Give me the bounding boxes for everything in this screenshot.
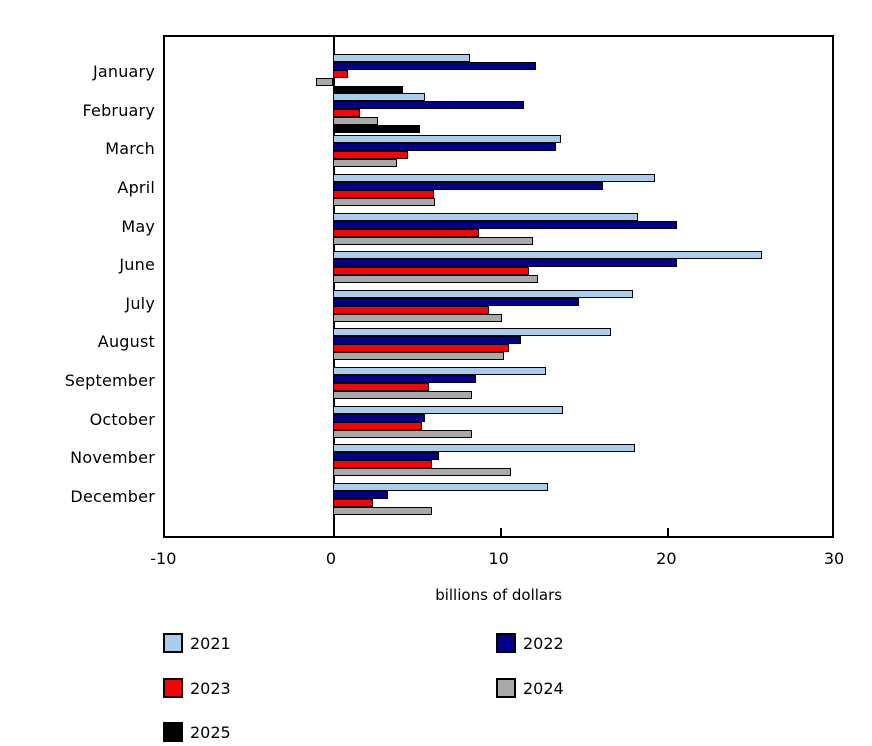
bar-2022-august [333, 336, 521, 345]
bar-2024-october [333, 429, 473, 438]
legend-label-2023: 2023 [190, 678, 231, 698]
legend-item-2023: 2023 [163, 677, 283, 698]
bar-2023-february [333, 108, 360, 117]
month-label-february: February [82, 100, 155, 120]
x-tick-label-20: 20 [656, 549, 677, 568]
plot-area [163, 35, 834, 538]
bar-2023-april [333, 189, 434, 198]
bar-2021-october [333, 405, 563, 414]
bar-2024-september [333, 391, 473, 400]
bar-2024-may [333, 236, 533, 245]
bar-2021-december [333, 483, 548, 492]
legend-swatch-2023 [163, 677, 183, 698]
legend-swatch-2022 [496, 633, 516, 653]
bar-2023-november [333, 460, 432, 469]
bar-2021-april [333, 173, 655, 182]
month-label-april: April [117, 177, 155, 197]
x-tick-label-30: 30 [823, 549, 845, 568]
bar-2022-december [333, 491, 389, 500]
bar-2021-august [333, 328, 612, 337]
bar-2022-may [333, 220, 677, 229]
bar-2022-march [333, 143, 556, 152]
bar-2024-august [333, 352, 505, 361]
bar-2024-november [333, 468, 511, 477]
bar-2021-january [333, 54, 471, 62]
bar-2024-july [333, 313, 503, 322]
month-label-may: May [121, 216, 155, 236]
bar-2022-april [333, 181, 603, 190]
legend-item-2025: 2025 [163, 722, 283, 742]
bar-2021-may [333, 212, 639, 221]
x-tick-label-0: 0 [325, 549, 337, 568]
legend-item-2024: 2024 [496, 677, 616, 698]
bar-2022-june [333, 259, 677, 268]
bar-2024-february [333, 116, 379, 125]
month-label-january: January [92, 62, 155, 81]
bar-2023-october [333, 421, 422, 430]
bar-2022-november [333, 452, 439, 461]
legend-label-2024: 2024 [523, 678, 564, 698]
bar-2022-october [333, 413, 426, 422]
bar-2021-july [333, 289, 634, 298]
bar-2023-july [333, 305, 489, 314]
legend-swatch-2024 [496, 677, 516, 698]
bar-2021-february [333, 92, 426, 101]
bar-2023-january [333, 70, 349, 78]
bar-2024-december [333, 507, 432, 516]
bar-2025-february [333, 124, 421, 133]
legend-label-2022: 2022 [523, 634, 564, 653]
legend-label-2021: 2021 [190, 634, 231, 653]
bar-2024-june [333, 275, 538, 284]
bar-2023-march [333, 151, 409, 160]
x-axis-title: billions of dollars [435, 586, 563, 604]
month-label-october: October [89, 409, 155, 429]
legend-item-2021: 2021 [163, 633, 283, 653]
bar-2023-august [333, 344, 510, 353]
legend-swatch-2021 [163, 633, 183, 653]
bar-2024-january [316, 78, 333, 86]
bar-2022-july [333, 297, 580, 306]
x-tick-20 [667, 528, 670, 536]
bar-2022-january [333, 62, 536, 70]
bar-2023-december [333, 499, 374, 508]
bar-2022-february [333, 100, 525, 109]
month-label-june: June [119, 255, 155, 275]
legend-swatch-2025 [163, 722, 183, 742]
month-label-september: September [64, 371, 155, 391]
month-label-july: July [125, 293, 155, 313]
bar-2021-march [333, 135, 562, 144]
legend-label-2025: 2025 [190, 723, 231, 742]
bar-2024-march [333, 159, 397, 168]
bar-2023-september [333, 383, 429, 392]
bar-2024-april [333, 197, 436, 206]
bar-2023-june [333, 267, 530, 276]
x-tick-label--10: -10 [150, 549, 177, 568]
bar-2021-september [333, 367, 546, 376]
zero-baseline [333, 37, 335, 536]
month-label-march: March [105, 139, 155, 159]
bar-2021-june [333, 251, 763, 260]
bar-2023-may [333, 228, 479, 237]
bar-2021-november [333, 444, 635, 453]
legend-item-2022: 2022 [496, 633, 616, 653]
month-label-november: November [70, 448, 155, 468]
month-label-december: December [70, 487, 155, 507]
month-label-august: August [97, 332, 155, 352]
x-tick-label-10: 10 [488, 549, 509, 568]
x-tick-10 [499, 528, 502, 536]
bar-2022-september [333, 375, 476, 384]
